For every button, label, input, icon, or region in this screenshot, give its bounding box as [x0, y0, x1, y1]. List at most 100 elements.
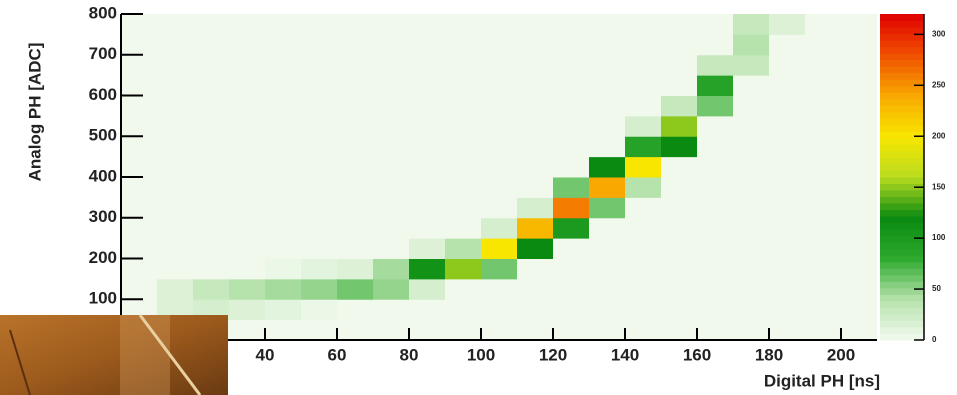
heatmap-cell [337, 34, 374, 56]
heatmap-cell [445, 258, 482, 280]
heatmap-cell [373, 197, 410, 219]
heatmap-cell [589, 238, 626, 259]
heatmap-cell [553, 319, 590, 340]
heatmap-cell [769, 238, 806, 259]
colorbar-segment [880, 92, 924, 100]
heatmap-cell [229, 217, 266, 239]
heatmap-cell [121, 34, 158, 56]
heatmap-cell [805, 238, 842, 259]
heatmap-cell [733, 95, 770, 117]
heatmap-cell [517, 177, 554, 198]
heatmap-cell [625, 75, 662, 96]
heatmap-cell [625, 54, 662, 76]
heatmap-cell [697, 217, 734, 239]
colorbar-segment [880, 209, 924, 217]
heatmap-cell [553, 54, 590, 76]
heatmap-cell [517, 319, 554, 340]
heatmap-cell [661, 299, 698, 321]
colorbar-segment [880, 190, 924, 198]
heatmap-cell [301, 197, 338, 219]
heatmap-cell [193, 278, 230, 300]
heatmap-cell [589, 177, 626, 198]
heatmap-cell [589, 95, 626, 117]
heatmap-cell [193, 217, 230, 239]
photo-overlay [0, 314, 228, 395]
heatmap-cell [481, 75, 518, 96]
heatmap-cell [661, 54, 698, 76]
heatmap-cell [301, 14, 338, 35]
heatmap-cell [553, 75, 590, 96]
heatmap-cell [553, 115, 590, 137]
heatmap-cell [589, 75, 626, 96]
heatmap-cell [229, 238, 266, 259]
heatmap-cell [229, 34, 266, 56]
heatmap-cell [445, 136, 482, 158]
heatmap-cell [769, 177, 806, 198]
heatmap-cell [841, 258, 877, 280]
heatmap-cell [841, 75, 877, 96]
heatmap-cell [661, 156, 698, 178]
heatmap-cell [229, 14, 266, 35]
heatmap-cell [625, 319, 662, 340]
heatmap-cell [769, 136, 806, 158]
x-tick-label: 60 [328, 345, 347, 364]
colorbar-segment [880, 20, 924, 28]
heatmap-cell [589, 278, 626, 300]
heatmap-cell [769, 34, 806, 56]
heatmap-cell [625, 95, 662, 117]
heatmap-cell [373, 115, 410, 137]
heatmap-cell [625, 177, 662, 198]
colorbar-segment [880, 33, 924, 41]
heatmap-cell [193, 197, 230, 219]
heatmap-cell [481, 197, 518, 219]
heatmap-cell [481, 14, 518, 35]
heatmap-cell [517, 156, 554, 178]
colorbar-segment [880, 216, 924, 224]
heatmap-cell [733, 319, 770, 340]
heatmap-cell [445, 34, 482, 56]
heatmap-cell [589, 136, 626, 158]
heatmap-cell [805, 299, 842, 321]
colorbar-segment [880, 255, 924, 263]
heatmap-cell [769, 14, 806, 35]
heatmap-cell [193, 299, 230, 321]
heatmap-cell [265, 14, 302, 35]
x-tick-label: 120 [539, 345, 567, 364]
heatmap-cell [373, 34, 410, 56]
colorbar-segment [880, 14, 924, 22]
heatmap-cell [409, 34, 446, 56]
heatmap-cell [409, 217, 446, 239]
heatmap-cell [625, 278, 662, 300]
heatmap-cell [193, 14, 230, 35]
heatmap-cell [445, 75, 482, 96]
colorbar-segment [880, 85, 924, 93]
heatmap-cell [301, 278, 338, 300]
heatmap-cell [733, 156, 770, 178]
heatmap-cell [733, 258, 770, 280]
heatmap-cell [661, 95, 698, 117]
heatmap-cell [841, 319, 877, 340]
heatmap-cell [841, 95, 877, 117]
heatmap-cell [481, 34, 518, 56]
heatmap-cell [841, 217, 877, 239]
heatmap-cell [337, 95, 374, 117]
heatmap-cell [409, 177, 446, 198]
heatmap-cell [661, 14, 698, 35]
colorbar-segment [880, 79, 924, 87]
heatmap-cell [265, 258, 302, 280]
heatmap-cell [481, 258, 518, 280]
heatmap-cell [805, 34, 842, 56]
heatmap-cell [337, 177, 374, 198]
heatmap-cell [841, 34, 877, 56]
colorbar-segment [880, 307, 924, 315]
heatmap-cell [157, 238, 194, 259]
heatmap-cell [661, 258, 698, 280]
heatmap-cell [265, 217, 302, 239]
heatmap-cell [409, 115, 446, 137]
heatmap-cell [661, 319, 698, 340]
heatmap-cell [445, 197, 482, 219]
heatmap-cell [121, 115, 158, 137]
heatmap-cells [121, 14, 877, 340]
heatmap-cell [337, 238, 374, 259]
heatmap-cell [301, 217, 338, 239]
